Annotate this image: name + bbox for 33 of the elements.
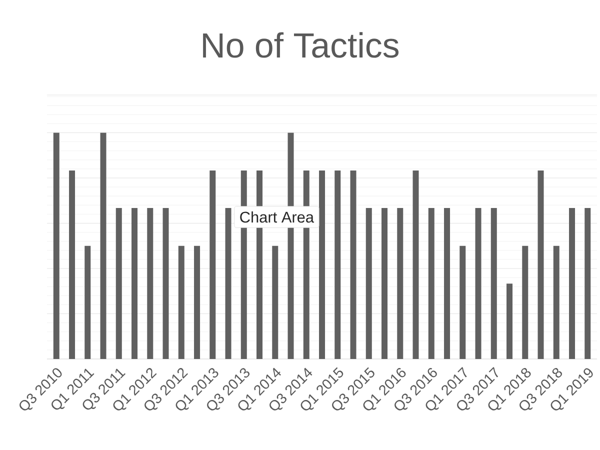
bar [397,208,404,359]
bar [490,208,497,359]
bar [584,208,591,359]
bar [319,170,326,359]
bar [272,246,278,359]
bar [460,246,466,359]
bar [522,246,528,359]
bar [178,246,184,359]
bar [84,246,91,359]
bar [506,284,513,359]
bar [116,208,122,359]
bar [100,132,106,359]
bar [553,246,560,359]
bar [69,170,76,359]
bar [334,170,341,359]
bar [225,208,232,359]
annotation: Chart Area [240,211,314,223]
bar [412,170,419,359]
bar [444,208,450,359]
bar [53,132,60,359]
bar [210,170,216,359]
bar [162,208,169,359]
chart-title: No of Tactics [203,32,399,58]
bar [569,208,576,359]
bar [382,208,388,359]
bar [366,208,372,359]
bar [350,170,356,359]
bar [194,246,200,359]
bar [538,170,544,359]
bar [475,208,482,359]
bar [428,208,434,359]
bar [132,208,138,359]
bar [147,208,154,359]
